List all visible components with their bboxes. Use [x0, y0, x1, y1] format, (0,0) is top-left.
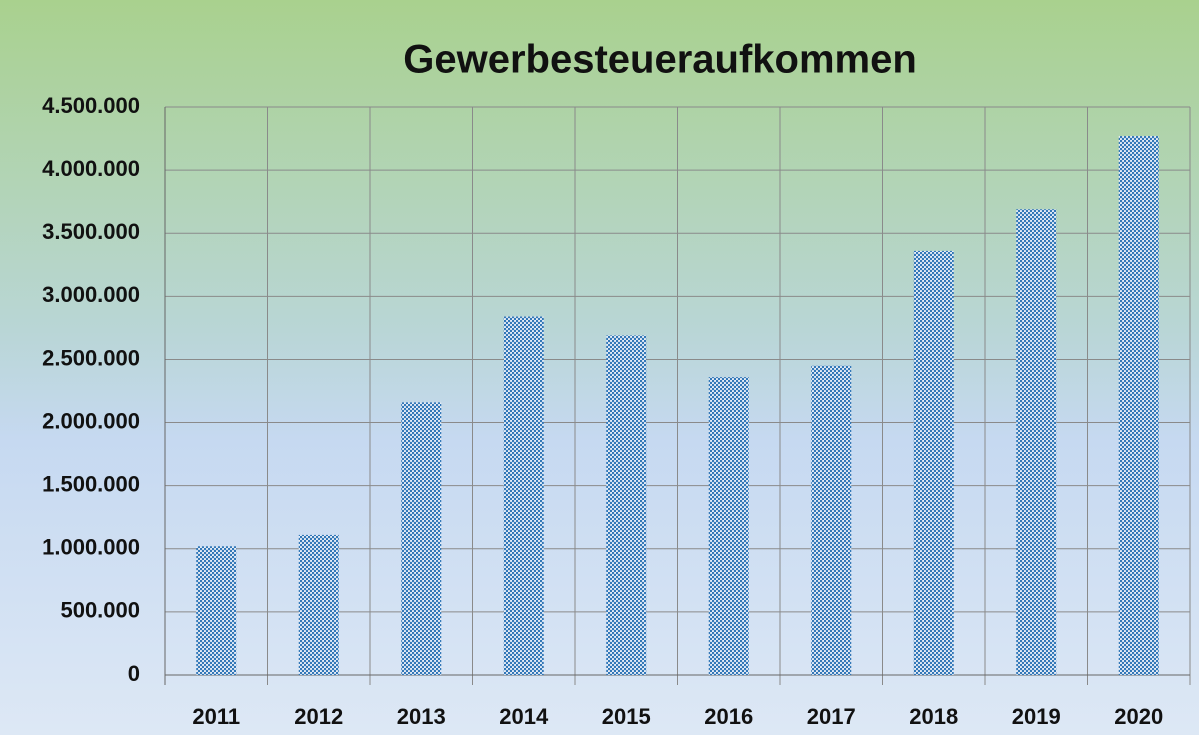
- bar: [503, 316, 544, 675]
- chart-title: Gewerbesteueraufkommen: [403, 38, 917, 82]
- y-tick-label: 3.500.000: [42, 219, 140, 244]
- x-tick-label: 2011: [192, 704, 240, 729]
- bar: [1118, 136, 1159, 675]
- x-tick-label: 2019: [1012, 704, 1061, 729]
- y-tick-label: 3.000.000: [42, 282, 140, 307]
- x-tick-label: 2012: [294, 704, 343, 729]
- x-tick-label: 2014: [499, 704, 549, 729]
- bar: [298, 534, 339, 675]
- x-tick-label: 2015: [602, 704, 651, 729]
- x-tick-label: 2016: [704, 704, 753, 729]
- y-tick-label: 2.500.000: [42, 345, 140, 370]
- bar: [811, 365, 852, 675]
- bar: [913, 250, 954, 676]
- bar: [401, 402, 442, 675]
- y-tick-label: 0: [128, 661, 140, 686]
- y-tick-label: 500.000: [60, 598, 140, 623]
- y-tick-label: 4.000.000: [42, 156, 140, 181]
- x-tick-label: 2018: [909, 704, 958, 729]
- x-tick-label: 2013: [397, 704, 446, 729]
- bar: [708, 377, 749, 675]
- bar: [606, 335, 647, 675]
- y-tick-label: 1.000.000: [42, 535, 140, 560]
- x-tick-label: 2020: [1114, 704, 1163, 729]
- x-tick-label: 2017: [807, 704, 856, 729]
- y-tick-label: 1.500.000: [42, 471, 140, 496]
- y-tick-label: 4.500.000: [42, 93, 140, 118]
- bar: [196, 546, 237, 675]
- bar: [1016, 209, 1057, 676]
- y-tick-label: 2.000.000: [42, 408, 140, 433]
